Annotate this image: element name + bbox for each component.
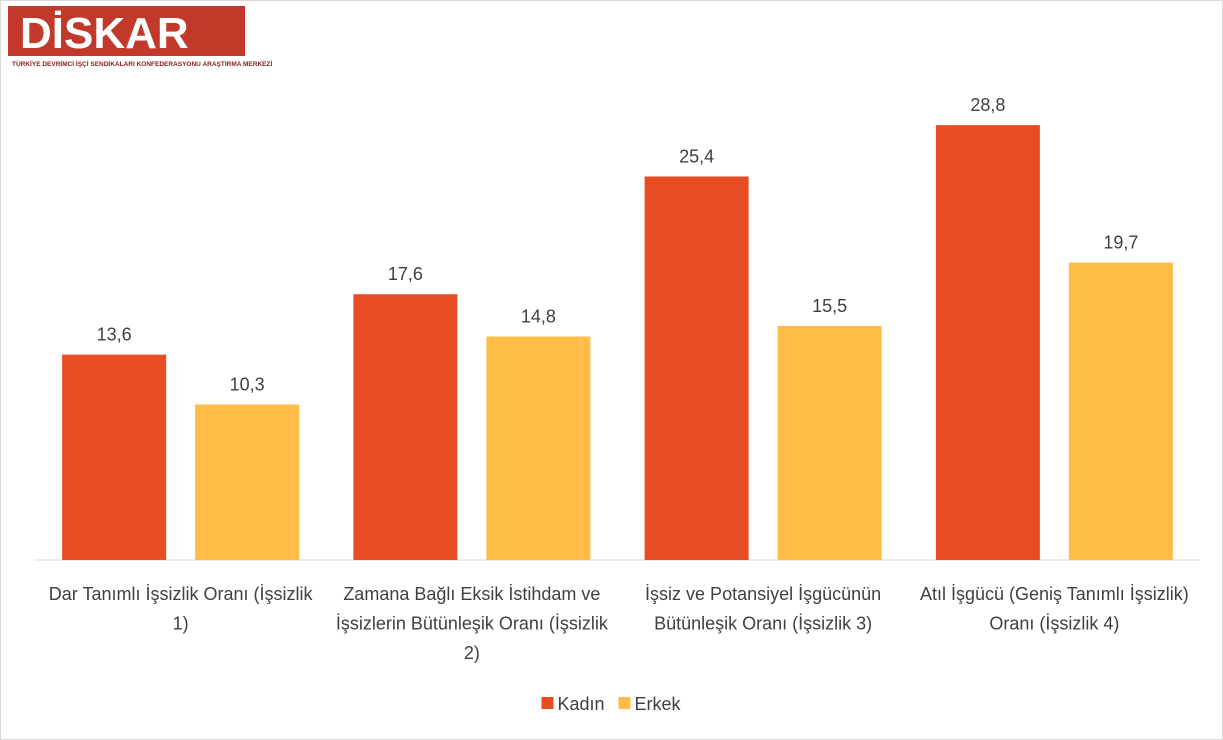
logo-box: [8, 6, 245, 56]
data-label: 25,4: [679, 146, 714, 166]
bar: [644, 176, 749, 560]
bar: [935, 125, 1040, 561]
logo-name: DİSKAR: [20, 9, 189, 58]
data-label: 17,6: [388, 264, 423, 284]
legend-swatch: [618, 697, 631, 709]
data-label: 10,3: [230, 374, 265, 394]
bar: [62, 354, 167, 560]
data-label: 19,7: [1103, 233, 1138, 253]
x-tick-label: Dar Tanımlı İşsizlik Oranı (İşsizlik 1): [49, 584, 314, 634]
legend-swatch: [541, 697, 554, 709]
x-tick-label: Atıl İşgücü (Geniş Tanımlı İşsizlik) Oran…: [920, 584, 1189, 634]
data-label: 28,8: [970, 95, 1005, 115]
bar: [353, 294, 458, 560]
data-label: 14,8: [521, 307, 556, 327]
bar: [486, 336, 591, 560]
bar: [1068, 262, 1173, 560]
x-tick-label: İşsiz ve Potansiyel İşgücünün Bütünleşik …: [645, 584, 881, 634]
x-tick-label: Zamana Bağlı Eksik İstihdam ve İşsizlerin…: [336, 584, 609, 663]
legend-label: Erkek: [635, 694, 682, 714]
bar: [195, 404, 300, 560]
data-label: 15,5: [812, 296, 847, 316]
logo-subtitle: TÜRKİYE DEVRİMCİ İŞÇİ SENDİKALARI KONFED…: [12, 59, 272, 68]
bar: [777, 325, 882, 560]
legend-label: Kadın: [557, 694, 604, 714]
data-label: 13,6: [97, 325, 132, 345]
